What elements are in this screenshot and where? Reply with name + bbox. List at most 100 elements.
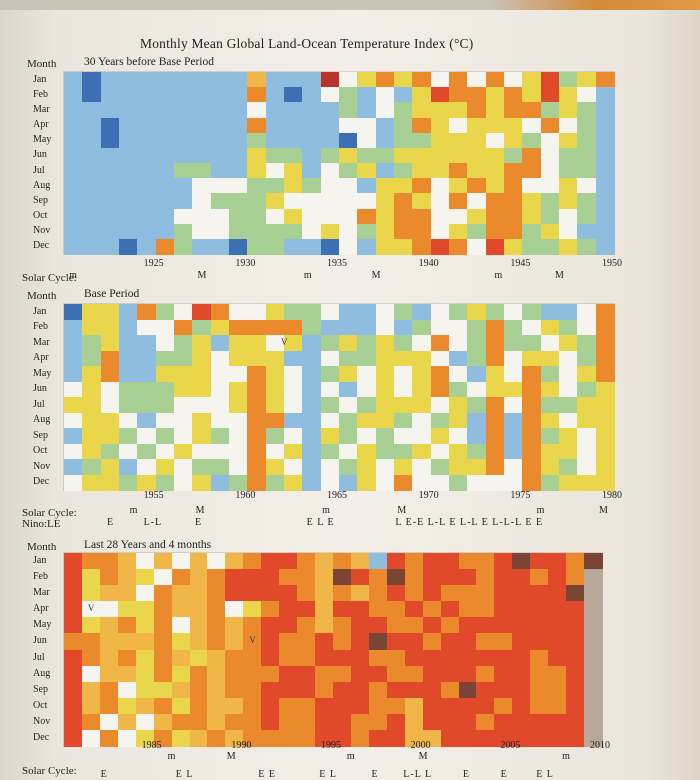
heatmap-cell xyxy=(284,459,303,476)
heatmap-cell xyxy=(458,681,478,699)
heatmap-cell xyxy=(522,397,542,414)
heatmap-cell xyxy=(192,443,212,460)
heatmap-cell xyxy=(243,585,262,602)
heatmap-cell xyxy=(412,366,432,383)
heatmap-cell xyxy=(82,178,102,194)
heatmap-cell xyxy=(430,193,450,210)
heatmap-cell xyxy=(279,665,298,683)
heatmap-cell xyxy=(375,178,395,194)
heatmap-cell xyxy=(375,163,395,179)
heatmap-cell xyxy=(430,335,450,352)
heatmap-cell xyxy=(247,238,267,255)
heatmap-cell xyxy=(189,681,209,699)
heatmap-cell xyxy=(117,617,137,634)
heatmap-cell xyxy=(247,474,267,491)
heatmap-cell xyxy=(243,697,262,715)
heatmap-cell xyxy=(357,428,377,445)
heatmap-cell xyxy=(302,223,322,240)
heatmap-cell xyxy=(64,665,83,683)
heatmap-cell xyxy=(522,238,542,255)
heatmap-cell xyxy=(153,585,173,602)
heatmap-cell xyxy=(265,412,285,429)
heatmap-cell xyxy=(137,72,157,88)
heatmap-cell xyxy=(530,713,549,731)
heatmap-cell xyxy=(225,553,244,570)
heatmap-cell xyxy=(386,553,406,570)
heatmap-cell xyxy=(357,163,377,179)
heatmap-cell xyxy=(394,335,413,352)
heatmap-cell xyxy=(494,633,513,651)
heatmap-cell xyxy=(540,208,560,225)
heatmap-cell xyxy=(595,208,615,225)
month-axis-header: Month xyxy=(27,541,57,553)
heatmap-cell xyxy=(284,102,303,119)
heatmap-cell xyxy=(440,585,460,602)
heatmap-cell xyxy=(559,238,578,255)
heatmap-cell xyxy=(265,335,285,352)
heatmap-cell xyxy=(530,665,549,683)
heatmap-cell xyxy=(339,397,358,414)
heatmap-cell xyxy=(302,366,322,383)
heatmap-cell xyxy=(81,649,101,667)
solar-cycle-mark: m xyxy=(494,270,503,281)
heatmap-cell xyxy=(155,87,175,103)
heatmap-cell xyxy=(494,617,513,634)
nino-event-mark: E xyxy=(100,769,108,780)
heatmap-cell xyxy=(265,304,285,321)
heatmap-cell xyxy=(82,459,102,476)
heatmap-cell xyxy=(207,617,226,634)
heatmap-cell xyxy=(430,381,450,398)
heatmap-cell xyxy=(548,633,567,651)
heatmap-cell xyxy=(174,208,193,225)
heatmap-cell xyxy=(135,681,155,699)
heatmap-cell xyxy=(577,178,597,194)
heatmap-cell xyxy=(302,132,322,149)
month-label: Jul xyxy=(33,398,45,410)
heatmap-cell xyxy=(430,147,450,164)
heatmap-cell xyxy=(404,713,424,731)
heatmap-cell xyxy=(476,681,495,699)
heatmap-cell xyxy=(504,147,523,164)
heatmap-cell xyxy=(430,238,450,255)
heatmap-cell xyxy=(117,665,137,683)
heatmap-cell xyxy=(512,553,531,570)
heatmap-cell xyxy=(339,304,358,321)
solar-cycle-mark: M xyxy=(226,751,236,762)
heatmap-cell xyxy=(207,697,226,715)
heatmap-cell xyxy=(566,617,585,634)
heatmap-cell xyxy=(320,428,340,445)
heatmap-cell xyxy=(100,193,120,210)
heatmap-cell xyxy=(247,163,267,179)
heatmap-cell xyxy=(566,633,585,651)
month-label: Feb xyxy=(33,571,48,583)
nino-event-mark: L-L xyxy=(143,517,163,528)
heatmap-cell xyxy=(315,665,334,683)
heatmap-cell xyxy=(320,132,340,149)
heatmap-cell xyxy=(412,381,432,398)
heatmap-cell xyxy=(394,350,413,367)
heatmap-cell xyxy=(192,350,212,367)
nino-event-mark: E xyxy=(500,769,508,780)
heatmap-cell xyxy=(577,397,597,414)
heatmap-cell xyxy=(375,474,395,491)
heatmap-cell xyxy=(192,163,212,179)
heatmap-cell xyxy=(320,304,340,321)
heatmap-cell xyxy=(243,665,262,683)
heatmap-cell xyxy=(99,633,119,651)
heatmap-cell xyxy=(229,397,248,414)
heatmap-cell xyxy=(540,412,560,429)
heatmap-cell xyxy=(119,87,138,103)
heatmap-cell xyxy=(99,649,119,667)
heatmap-cell xyxy=(522,319,542,336)
heatmap-cell xyxy=(559,459,578,476)
heatmap-cell xyxy=(100,412,120,429)
heatmap-cell xyxy=(174,335,193,352)
heatmap-cell xyxy=(577,319,597,336)
heatmap-cell xyxy=(207,553,226,570)
heatmap-cell xyxy=(229,412,248,429)
heatmap-cell xyxy=(117,601,137,618)
heatmap-cell xyxy=(504,178,523,194)
year-tick-label: 1985 xyxy=(141,740,162,751)
heatmap-cell xyxy=(548,601,567,618)
year-tick-label: 1995 xyxy=(321,740,341,751)
